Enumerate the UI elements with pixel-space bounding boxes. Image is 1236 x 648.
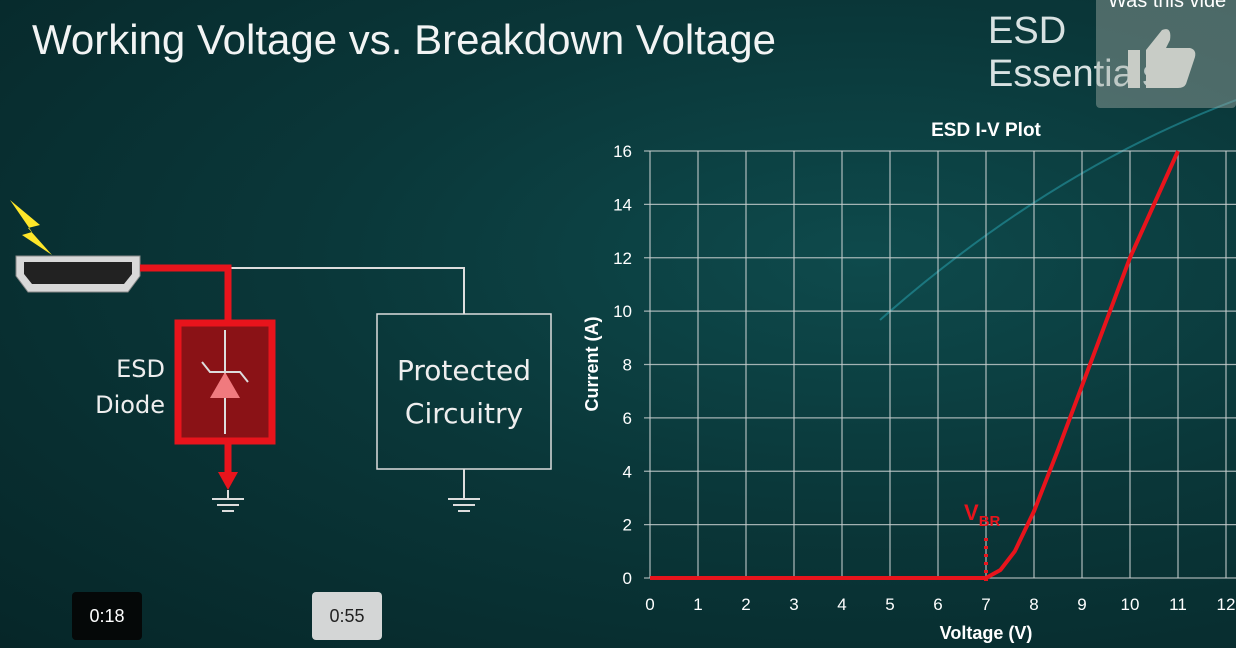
x-tick-label: 0 (645, 595, 654, 614)
y-tick-label: 10 (613, 302, 632, 321)
y-tick-label: 0 (623, 569, 632, 588)
x-tick-label: 10 (1121, 595, 1140, 614)
x-tick-label: 4 (837, 595, 846, 614)
x-tick-label: 6 (933, 595, 942, 614)
lightning-bolt-icon (10, 200, 52, 255)
y-tick-label: 8 (623, 356, 632, 375)
y-tick-label: 4 (623, 462, 632, 481)
y-tick-label: 2 (623, 516, 632, 535)
iv-curve-line (650, 150, 1180, 580)
diode-label-line2: Diode (95, 391, 165, 419)
protected-circuitry-box (376, 313, 552, 470)
slide-title: Working Voltage vs. Breakdown Voltage (32, 16, 777, 63)
current-time-badge: 0:18 (72, 592, 142, 640)
hover-time-tooltip: 0:55 (312, 592, 382, 640)
ground-symbol-circuit (448, 469, 480, 512)
decorative-arc (879, 99, 1236, 321)
x-tick-label: 7 (981, 595, 990, 614)
ground-symbol-diode (212, 490, 244, 512)
box-label-line1: Protected (397, 354, 531, 387)
x-tick-label: 1 (693, 595, 702, 614)
x-tick-label: 3 (789, 595, 798, 614)
feedback-prompt[interactable]: Was this vide (1096, 0, 1236, 108)
x-tick-label: 2 (741, 595, 750, 614)
box-label-line2: Circuitry (405, 397, 523, 430)
thumbs-up-icon[interactable] (1128, 26, 1208, 90)
esd-circuit-diagram: ESD Diode Protected Circuitry (10, 200, 552, 512)
x-tick-label: 11 (1169, 595, 1187, 614)
y-tick-label: 16 (613, 142, 632, 161)
y-tick-label: 12 (613, 249, 632, 268)
zener-diode-icon (201, 330, 249, 434)
x-tick-label: 12 (1217, 595, 1236, 614)
x-tick-label: 8 (1029, 595, 1038, 614)
chart-title: ESD I-V Plot (931, 120, 1041, 141)
feedback-question: Was this vide (1108, 0, 1227, 12)
x-axis-label: Voltage (V) (940, 623, 1033, 643)
x-tick-label: 5 (885, 595, 894, 614)
diode-label-line1: ESD (116, 355, 165, 383)
vbr-annotation: VBR (964, 500, 1001, 530)
hdmi-connector-icon (15, 255, 141, 293)
y-tick-label: 6 (623, 409, 632, 428)
x-tick-label: 9 (1077, 595, 1086, 614)
y-axis-label: Current (A) (582, 317, 602, 412)
y-tick-label: 14 (613, 195, 632, 214)
